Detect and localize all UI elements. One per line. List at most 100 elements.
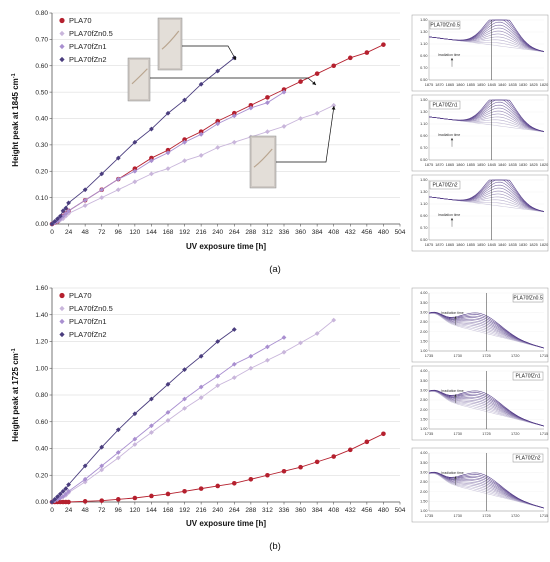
series-line [51,104,334,225]
series-PLA70fZn2 [49,327,237,505]
data-point [198,153,204,158]
inset-y-tick-label: 1.10 [420,202,427,206]
inset-x-tick-label: 1875 [425,243,433,247]
data-point [182,396,187,402]
data-point [248,476,254,482]
data-point [215,383,221,389]
legend: PLA70 PLA70fZn0.5 PLA70fZn1 PLA70fZn2 [59,16,113,64]
series-PLA70fZn2 [49,55,237,227]
legend-marker [59,43,65,50]
inset-y-tick-label: 1.00 [420,509,427,513]
x-tick-label: 120 [129,229,140,236]
data-point [215,118,221,124]
x-tick-label: 24 [65,507,73,514]
data-point [298,464,303,470]
data-point [281,335,287,340]
photo-detail [131,68,148,85]
data-point [63,486,69,492]
x-tick-label: 144 [146,229,157,236]
data-point [149,126,154,132]
x-tick-label: 72 [98,507,106,514]
inset-label: PLA70fZn2 [432,183,457,189]
y-tick-label: 0.10 [35,195,48,202]
legend-label: PLA70 [69,291,92,300]
data-point [132,436,138,442]
y-tick-label: 0.80 [35,10,48,17]
inset-irradiation-arrow-head [450,137,454,141]
inset-y-tick-label: 4.00 [420,291,427,295]
y-axis-label-main: Height peak at 1725 cm [11,353,20,441]
legend-label: PLA70fZn0.5 [69,29,113,38]
data-point [52,218,58,224]
inset-x-tick-label: 1865 [446,163,454,167]
x-tick-label: 432 [345,507,356,514]
data-point [182,139,187,145]
data-point [57,216,63,222]
data-point [149,396,154,402]
inset-irradiation-label: Irradiation time [441,471,464,475]
inset-y-tick-label: 2.00 [420,330,427,334]
x-tick-label: 288 [245,229,256,236]
y-tick-label: 1.60 [35,285,48,292]
inset-label-box [512,371,544,381]
x-axis-label: UV exposure time [h] [186,242,266,251]
inset-spectrum-curve [428,19,545,52]
data-point [115,176,121,182]
y-tick-label: 0.30 [35,142,48,149]
data-point [281,89,287,95]
inset-y-tick-label: 1.30 [420,30,427,34]
data-point [66,482,71,488]
inset-y-tick-label: 3.00 [420,389,427,393]
inset-y-tick-label: 3.50 [420,461,427,465]
legend-item: PLA70fZn0.5 [59,304,113,313]
x-tick-label: 216 [196,507,207,514]
inset-irradiation-label: Irradiation time [441,389,464,393]
x-tick-label: 264 [229,507,240,514]
data-point [99,498,105,503]
data-point [331,454,337,459]
inset-x-tick-label: 1825 [529,83,537,87]
y-tick-label: 0.70 [35,37,48,44]
legend-item: PLA70fZn2 [59,330,107,339]
inset-x-tick-label: 1735 [425,354,433,358]
inset-y-tick-label: 0.50 [420,78,427,82]
data-point [198,81,204,87]
inset-label-box [512,293,544,303]
inset-y-tick-label: 0.70 [420,66,427,70]
inset-y-tick-label: 1.50 [420,500,427,504]
inset-spectrum-curve [428,179,545,212]
data-point [182,97,187,103]
inset-y-tick-label: 0.50 [420,158,427,162]
inset-y-tick-label: 1.50 [420,98,427,102]
data-point [165,110,171,116]
data-point [381,42,386,47]
data-point [99,444,105,450]
legend-item: PLA70 [59,291,92,300]
data-point [115,497,121,502]
photo-detail [253,148,273,168]
inset-y-tick-label: 1.50 [420,18,427,22]
data-point [165,381,171,387]
data-point [231,361,237,367]
data-point [115,427,121,433]
data-point [347,55,353,61]
data-point [99,171,105,177]
inset-x-tick-label: 1835 [508,83,516,87]
inset-x-tick-label: 1720 [511,514,519,518]
inset-x-tick-label: 1850 [477,243,485,247]
panel-label: (a) [269,264,281,275]
y-tick-label: 0.80 [35,392,48,399]
y-tick-label: 0.20 [35,472,48,479]
inset-x-tick-label: 1845 [488,163,496,167]
y-tick-label: 0.00 [35,221,48,228]
data-point [60,216,66,222]
data-point [149,158,154,164]
data-point [381,431,386,437]
x-tick-label: 360 [295,229,306,236]
data-point [231,375,237,381]
data-point [248,365,254,371]
data-point [132,168,138,174]
